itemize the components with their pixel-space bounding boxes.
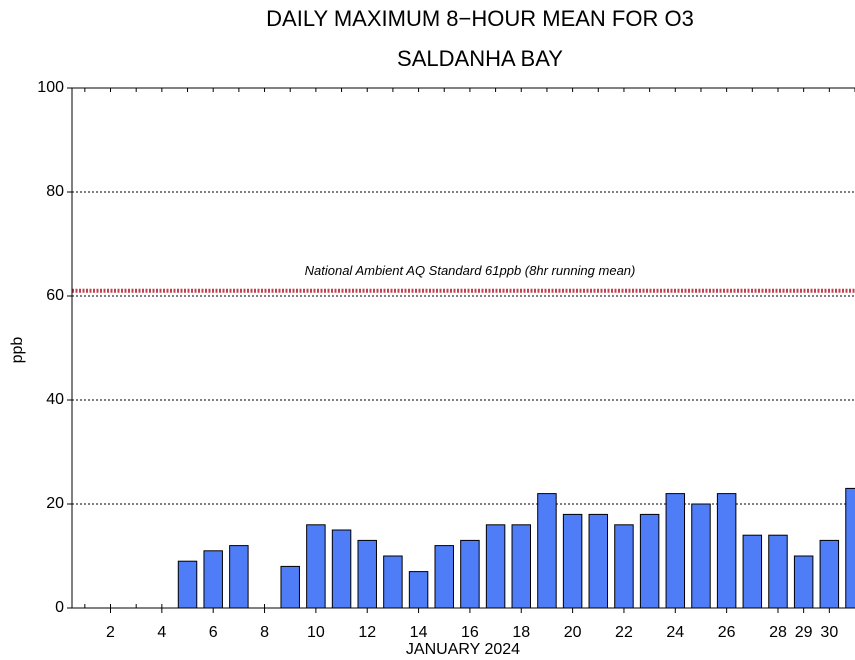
x-tick-label: 16: [461, 624, 479, 641]
x-tick-label: 30: [820, 624, 838, 641]
x-tick-label: 2: [106, 624, 115, 641]
bar: [280, 565, 300, 609]
bar: [460, 539, 480, 609]
bar: [537, 493, 557, 609]
chart-subtitle: SALDANHA BAY: [397, 46, 563, 71]
bar: [306, 524, 326, 609]
x-tick-label: 12: [358, 624, 376, 641]
bar: [614, 524, 634, 609]
y-tick-label: 60: [46, 287, 64, 304]
y-tick-label: 40: [46, 391, 64, 408]
chart-title: DAILY MAXIMUM 8−HOUR MEAN FOR O3: [266, 6, 694, 31]
bar: [588, 513, 609, 609]
x-tick-label: 10: [307, 624, 325, 641]
y-tick-label: 20: [46, 495, 64, 512]
bar: [511, 524, 532, 609]
x-tick-label: 14: [410, 624, 428, 641]
bar: [357, 539, 377, 609]
x-tick-label: 29: [795, 624, 813, 641]
y-axis-label: ppb: [9, 337, 26, 364]
bar: [665, 493, 686, 609]
bar: [229, 545, 249, 609]
x-tick-label: 24: [666, 624, 684, 641]
x-tick-label: 8: [260, 624, 269, 641]
bar: [845, 487, 855, 609]
x-axis-label: JANUARY 2024: [406, 641, 520, 658]
bar: [383, 555, 403, 609]
x-tick-label: 22: [615, 624, 633, 641]
y-tick-label: 80: [46, 183, 64, 200]
bar: [203, 550, 223, 609]
x-tick-label: 20: [564, 624, 582, 641]
standard-label: National Ambient AQ Standard 61ppb (8hr …: [305, 263, 636, 278]
bar: [434, 545, 454, 609]
x-tick-label: 18: [512, 624, 530, 641]
x-tick-label: 26: [718, 624, 736, 641]
bar: [819, 539, 840, 609]
bar: [177, 560, 198, 609]
bar: [485, 524, 506, 609]
bar: [639, 513, 660, 609]
y-tick-label: 0: [55, 599, 64, 616]
x-tick-label: 4: [157, 624, 166, 641]
bar: [562, 513, 583, 609]
bar: [408, 571, 429, 609]
x-tick-label: 28: [769, 624, 787, 641]
y-tick-label: 100: [37, 79, 64, 96]
x-tick-label: 6: [209, 624, 218, 641]
bar: [793, 555, 814, 609]
bar: [331, 529, 352, 609]
bar: [742, 534, 763, 609]
bar: [691, 503, 711, 609]
bar: [716, 493, 737, 609]
bar: [768, 534, 788, 609]
